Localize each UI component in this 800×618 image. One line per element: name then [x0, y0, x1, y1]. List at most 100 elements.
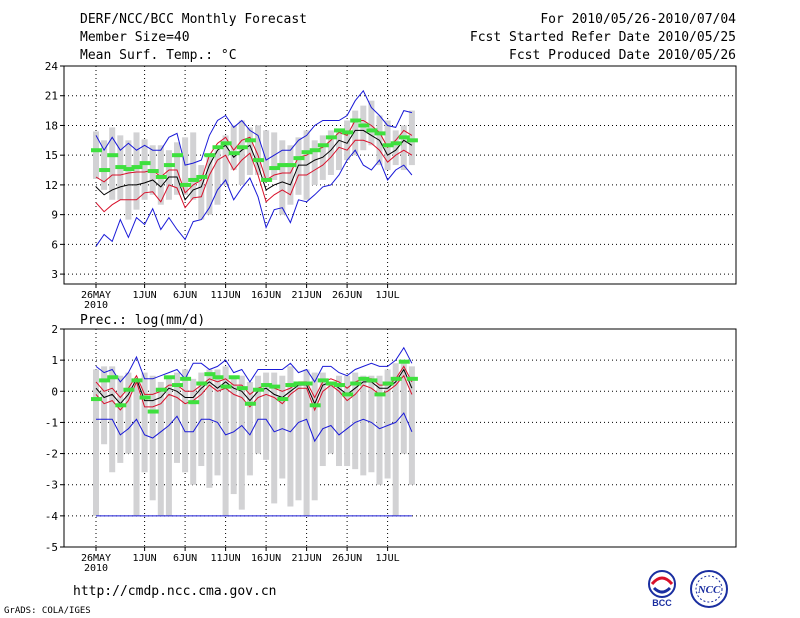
prec-xtick-label: 21JUN	[292, 553, 322, 564]
temp-range-box	[101, 140, 108, 190]
member-size: Member Size=40	[80, 30, 190, 45]
temp-lower-sd-line	[95, 139, 413, 213]
prec-observed-marker	[91, 397, 102, 402]
prec-observed-marker	[123, 387, 135, 392]
prec-range-box	[311, 372, 318, 501]
prec-observed-marker	[398, 359, 410, 364]
temp-observed-marker	[131, 165, 143, 170]
prec-range-box	[319, 372, 326, 467]
prec-observed-marker	[155, 387, 167, 392]
prec-range-box	[303, 369, 310, 516]
prec-observed-marker	[358, 376, 370, 381]
temp-ytick-label: 21	[45, 90, 58, 103]
temp-ytick-label: 6	[51, 238, 58, 251]
prec-frame	[63, 328, 737, 548]
temp-ytick-label: 24	[45, 60, 59, 73]
ncc-logo-text: NCC	[697, 584, 721, 596]
temp-range-box	[230, 125, 237, 171]
prec-observed-marker	[374, 392, 386, 397]
temp-ytick-label: 3	[51, 268, 58, 281]
prec-observed-marker	[261, 383, 273, 388]
prec-observed-marker	[220, 384, 232, 389]
temp-observed-marker	[220, 141, 232, 146]
prec-max-line	[95, 346, 413, 383]
prec-range-box	[408, 366, 415, 485]
temp-observed-marker	[147, 169, 159, 174]
prec-xtick-label: 1JUL	[376, 553, 400, 564]
prec-range-box	[230, 375, 237, 495]
prec-range-box	[125, 372, 132, 454]
temp-ytick-label: 9	[51, 209, 58, 222]
temp-range-box	[352, 110, 359, 156]
temp-range-box	[255, 125, 261, 175]
source-url[interactable]: http://cmdp.ncc.cma.gov.cn	[73, 584, 277, 599]
prec-range-box	[117, 375, 124, 463]
fcst-produced-date: Fcst Produced Date 2010/05/26	[509, 48, 736, 63]
prec-observed-marker	[172, 383, 183, 388]
prec-observed-marker	[107, 375, 119, 380]
prec-range-box	[352, 372, 359, 470]
prec-range-box	[255, 375, 261, 454]
temp-observed-marker	[406, 138, 418, 143]
temp-observed-marker	[342, 130, 354, 135]
prec-ytick-label: 1	[51, 354, 58, 367]
prec-ytick-label: -1	[45, 416, 58, 429]
temp-ytick-label: 12	[45, 179, 58, 192]
prec-range-box	[222, 366, 229, 516]
temp-observed-marker	[236, 145, 248, 150]
temp-observed-marker	[139, 161, 151, 166]
prec-ytick-label: -5	[45, 541, 58, 554]
temp-observed-marker	[382, 143, 394, 148]
prec-observed-marker	[204, 372, 216, 377]
prec-xtick-label: 26MAY	[81, 553, 111, 564]
temp-observed-marker	[188, 177, 200, 182]
temp-range-box	[311, 140, 318, 185]
temp-range-box	[190, 132, 197, 200]
temp-observed-marker	[91, 148, 102, 153]
prec-observed-marker	[301, 381, 313, 386]
prec-observed-marker	[99, 378, 111, 383]
temp-range-box	[133, 132, 140, 210]
bcc-logo-text: BCC	[652, 598, 672, 608]
temp-xtick-label: 2010	[84, 300, 108, 311]
temp-range-box	[287, 145, 294, 205]
temp-range-box	[400, 125, 407, 171]
prec-range-box	[400, 360, 407, 454]
temp-observed-marker	[99, 168, 111, 173]
prec-observed-marker	[163, 375, 175, 380]
temp-xtick-label: 16JUN	[251, 290, 281, 301]
temp-max-line	[95, 89, 413, 166]
prec-range-box	[238, 375, 245, 510]
chart-title: DERF/NCC/BCC Monthly Forecast	[80, 12, 307, 27]
prec-range-box	[287, 366, 294, 507]
prec-range-box	[93, 369, 99, 516]
prec-observed-marker	[131, 378, 143, 383]
temp-observed-marker	[269, 166, 281, 171]
prec-observed-marker	[188, 400, 200, 405]
temp-range-box	[165, 150, 172, 200]
prec-range-box	[376, 375, 383, 485]
prec-xtick-label: 11JUN	[211, 553, 241, 564]
temp-observed-marker	[155, 174, 167, 179]
temp-xtick-label: 11JUN	[211, 290, 241, 301]
temp-observed-marker	[374, 131, 386, 136]
temp-xtick-label: 1JUL	[376, 290, 400, 301]
temp-mean-line	[95, 129, 413, 201]
prec-observed-marker	[139, 395, 151, 400]
temp-xtick-label: 26MAY	[81, 290, 111, 301]
prec-observed-marker	[390, 376, 402, 381]
prec-ylabel: Prec.: log(mm/d)	[80, 313, 205, 328]
prec-xtick-label: 26JUN	[332, 553, 362, 564]
prec-observed-marker	[366, 378, 378, 383]
temp-observed-marker	[398, 135, 410, 140]
fcst-started-date: Fcst Started Refer Date 2010/05/25	[469, 30, 736, 45]
temp-observed-marker	[293, 156, 305, 161]
temp-observed-marker	[366, 128, 378, 133]
temp-xtick-label: 21JUN	[292, 290, 322, 301]
prec-observed-marker	[285, 383, 297, 388]
prec-range-box	[279, 375, 286, 479]
temp-range-box	[344, 120, 351, 161]
temp-range-box	[182, 137, 189, 195]
temp-range-box	[109, 127, 116, 200]
